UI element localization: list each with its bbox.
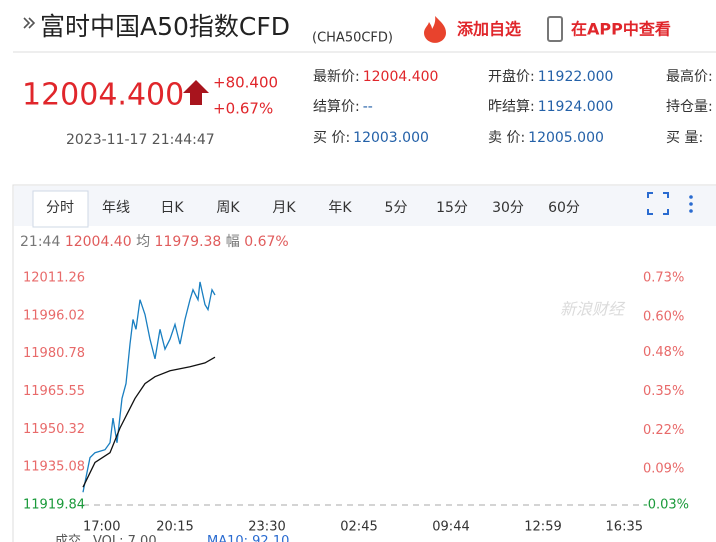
- x-tick-label: 12:59: [524, 520, 561, 535]
- x-tick-label: 02:45: [340, 520, 377, 535]
- y2-tick-label: 0.22%: [643, 423, 684, 438]
- field-value: 12004.400: [363, 69, 439, 85]
- info-price: 12004.40: [65, 234, 132, 250]
- x-tick-label: 20:15: [156, 520, 193, 535]
- quote-field: 持仓量:: [666, 99, 713, 115]
- field-value: 12003.000: [353, 130, 429, 146]
- y2-tick-label: 0.60%: [643, 309, 684, 324]
- price: 12004.400: [22, 78, 184, 113]
- tab[interactable]: 周K: [216, 200, 240, 216]
- fullscreen-icon[interactable]: [647, 192, 669, 215]
- quote-field: 卖 价: 12005.000: [488, 130, 604, 146]
- tab[interactable]: 5分: [385, 200, 408, 216]
- field-value: 11922.000: [538, 69, 614, 85]
- ma10: MA10: 92.10: [207, 534, 289, 542]
- view-in-app[interactable]: 在APP中查看: [571, 20, 671, 39]
- tab[interactable]: 60分: [548, 200, 580, 216]
- field-label: 结算价:: [313, 99, 360, 115]
- volume-value: VOL: 7.00: [93, 534, 157, 542]
- tab-selected: [32, 190, 89, 228]
- watermark: 新浪财经: [560, 300, 626, 319]
- fire-icon[interactable]: [424, 16, 446, 43]
- y-tick-label: 11980.78: [23, 346, 85, 361]
- info-pct-label: 幅: [226, 234, 240, 250]
- x-tick-label: 23:30: [248, 520, 285, 535]
- change: +80.400: [213, 74, 278, 92]
- tab[interactable]: 日K: [160, 200, 184, 216]
- code: (CHA50CFD): [312, 31, 393, 46]
- series-line: [82, 356, 216, 488]
- tab[interactable]: 年K: [328, 200, 352, 216]
- y-tick-label: 12011.26: [23, 271, 85, 286]
- series-line: [82, 281, 216, 493]
- quote-field: 开盘价: 11922.000: [488, 68, 613, 85]
- y2-tick-label: 0.09%: [643, 462, 684, 477]
- quote-field: 买 价: 12003.000: [313, 130, 429, 146]
- change-pct: +0.67%: [213, 100, 273, 118]
- tab[interactable]: 15分: [436, 200, 468, 216]
- x-tick-label: 17:00: [83, 520, 120, 535]
- more-icon[interactable]: [689, 195, 693, 213]
- y-tick-label: 11950.32: [23, 422, 85, 437]
- field-label: 最新价:: [313, 69, 360, 85]
- field-value: 12005.000: [528, 130, 604, 146]
- up-arrow: [183, 80, 209, 105]
- quote-field: 昨结算: 11924.000: [488, 99, 613, 115]
- field-value: 11924.000: [538, 99, 614, 115]
- chart-panel: [12, 184, 716, 542]
- chart-info: 21:44 12004.40 均 11979.38 幅 0.67%: [20, 234, 289, 250]
- y2-tick-label: 0.35%: [643, 384, 684, 399]
- tab[interactable]: 分时: [46, 200, 74, 216]
- field-label: 昨结算:: [488, 99, 535, 115]
- y-tick-label: 11996.02: [23, 308, 85, 323]
- tab[interactable]: 年线: [102, 200, 130, 216]
- quote-field: 结算价: --: [313, 99, 373, 115]
- info-avg-label: 均: [136, 234, 150, 250]
- title-icon: [23, 17, 36, 29]
- tab[interactable]: 月K: [272, 200, 296, 216]
- volume-info: 成交 VOL: 7.00 MA10: 92.10: [55, 533, 289, 542]
- field-label: 买 价:: [313, 130, 350, 146]
- y-tick-label: 11919.84: [23, 498, 85, 513]
- add-watchlist[interactable]: 添加自选: [457, 20, 521, 39]
- title: 富时中国A50指数CFD: [40, 12, 290, 41]
- quote-time: 2023-11-17 21:44:47: [66, 132, 215, 148]
- quote-field: 最新价: 12004.400: [313, 69, 438, 85]
- phone-icon[interactable]: [547, 16, 563, 42]
- field-label: 持仓量:: [666, 99, 713, 115]
- y-tick-label: 11965.55: [23, 384, 85, 399]
- quote-field: 买 量:: [666, 130, 703, 146]
- volume-label: 成交: [55, 533, 81, 542]
- info-pct: 0.67%: [244, 234, 288, 250]
- info-time: 21:44: [20, 234, 60, 250]
- y2-tick-label: 0.73%: [643, 271, 684, 286]
- y2-tick-label: -0.03%: [643, 498, 689, 513]
- info-avg: 11979.38: [155, 234, 222, 250]
- x-tick-label: 16:35: [606, 520, 643, 535]
- tab[interactable]: 30分: [492, 200, 524, 216]
- quote-field: 最高价:: [666, 68, 713, 85]
- field-label: 买 量:: [666, 130, 703, 146]
- y2-tick-label: 0.48%: [643, 345, 684, 360]
- tab-bar: [14, 186, 716, 226]
- field-label: 卖 价:: [488, 130, 525, 146]
- y-tick-label: 11935.08: [23, 460, 85, 475]
- x-tick-label: 09:44: [432, 520, 469, 535]
- field-value: --: [363, 99, 373, 115]
- field-label: 最高价:: [666, 68, 713, 85]
- field-label: 开盘价:: [488, 68, 535, 85]
